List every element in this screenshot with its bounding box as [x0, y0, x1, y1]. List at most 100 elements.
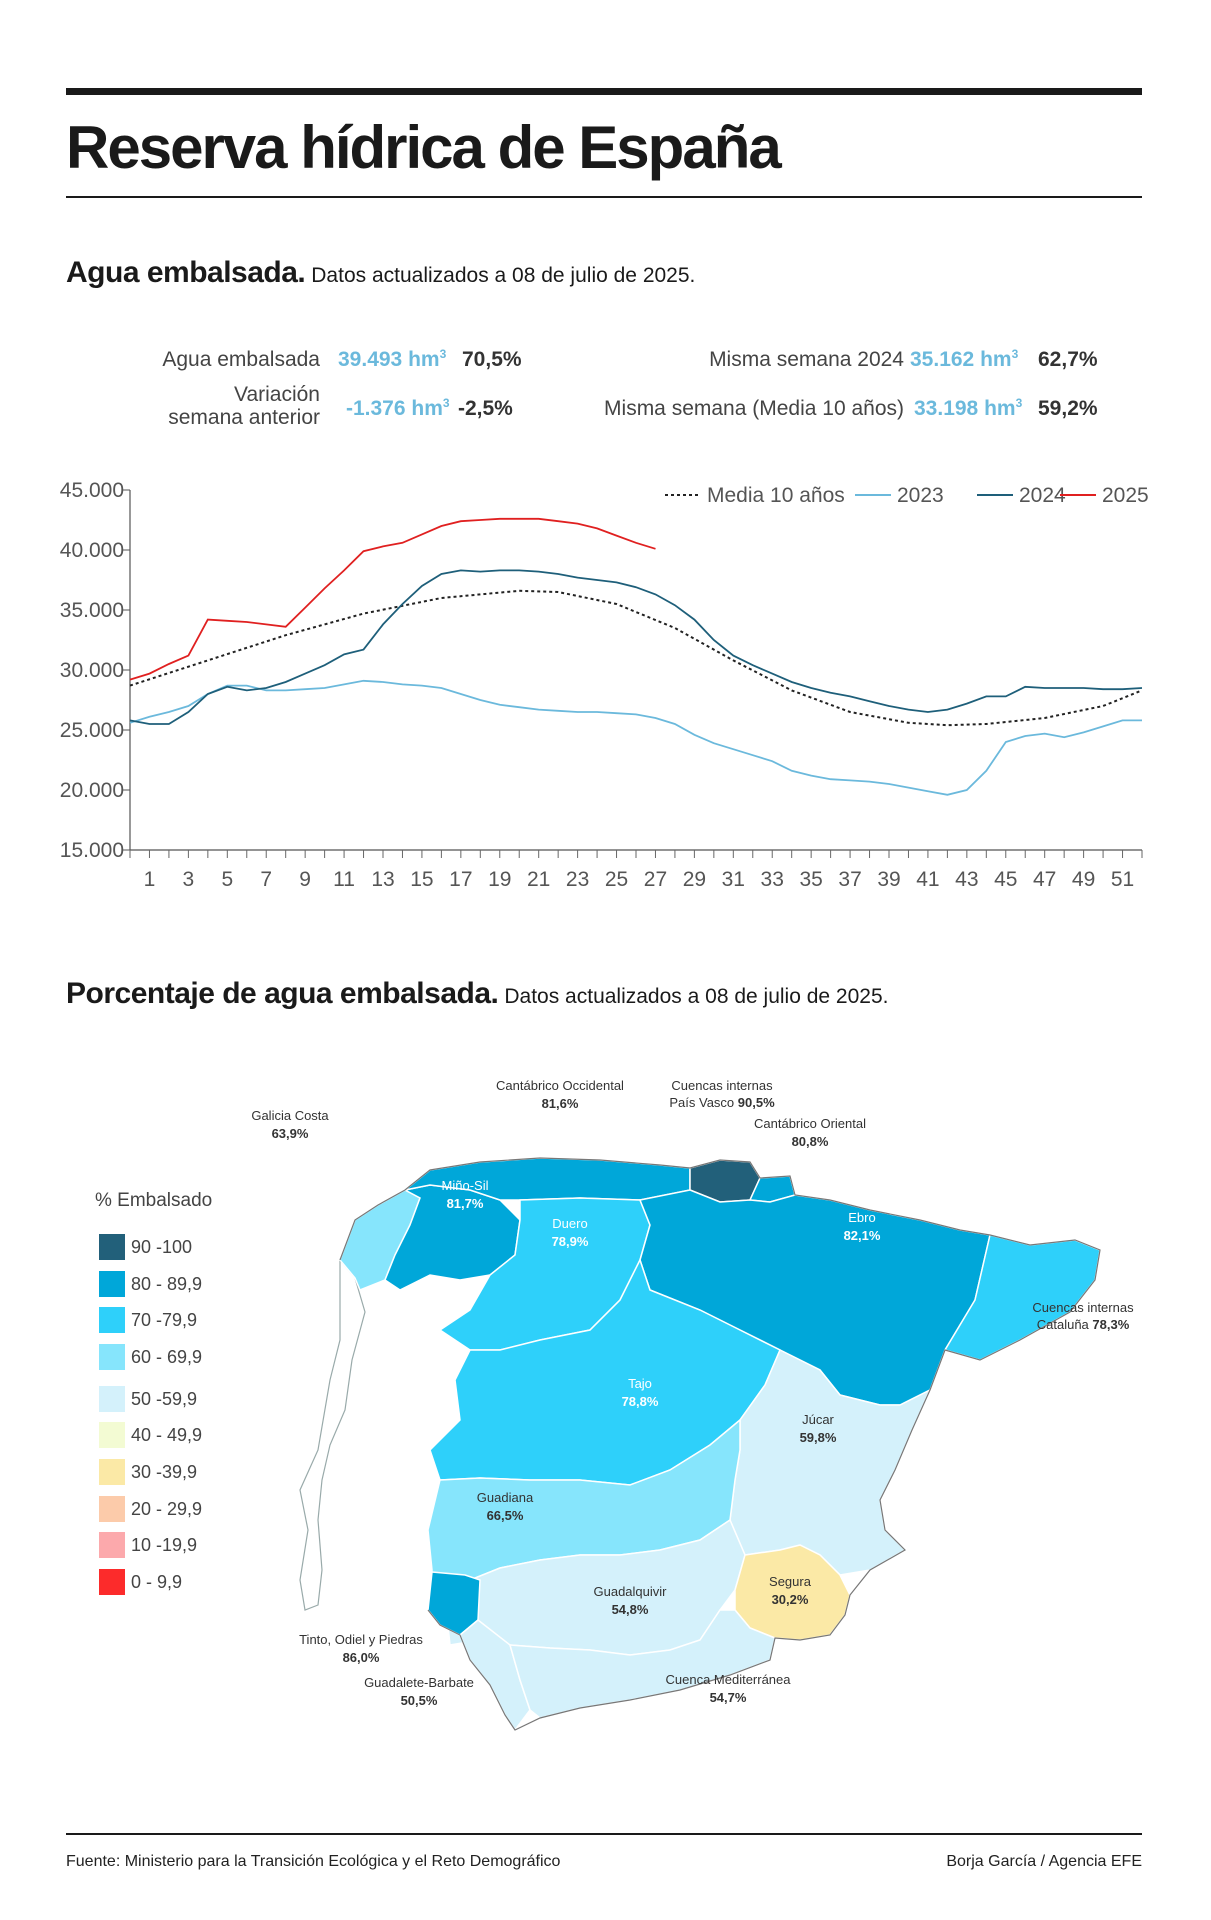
- x-tick-label: 41: [916, 868, 939, 891]
- map-label-guadiana-value: 66,5%: [487, 1508, 524, 1523]
- map-label-duero-name: Duero: [552, 1216, 587, 1231]
- x-tick-label: 27: [644, 868, 667, 891]
- footer-rule: [66, 1833, 1142, 1835]
- map-label-segura-value: 30,2%: [772, 1592, 809, 1607]
- map-label-cuencas-internas-value: 90,5%: [738, 1095, 775, 1110]
- legend-label: 50 -59,9: [131, 1388, 198, 1409]
- x-tick-label: 13: [371, 868, 394, 891]
- legend-swatch: [99, 1307, 125, 1333]
- legend-label: 80 - 89,9: [131, 1273, 203, 1294]
- y-tick-label: 25.000: [60, 719, 124, 742]
- x-tick-label: 23: [566, 868, 589, 891]
- map-label-cuencas-internas-value: 78,3%: [1092, 1317, 1129, 1332]
- map-label-guadalquivir-value: 54,8%: [612, 1602, 649, 1617]
- agua-embalsada-label: Agua embalsada: [162, 348, 320, 371]
- misma-semana-media-value: 33.198 hm3: [914, 396, 1023, 420]
- section-heading-percentage: Porcentaje de agua embalsada. Datos actua…: [66, 977, 888, 1011]
- legend-swatch: [99, 1234, 125, 1260]
- legend-label: 70 -79,9: [131, 1309, 198, 1330]
- x-tick-label: 37: [838, 868, 861, 891]
- map-label-tinto-odiel-y-piedras-value: 86,0%: [343, 1650, 380, 1665]
- footer-credit: Borja García / Agencia EFE: [946, 1853, 1142, 1870]
- x-tick-label: 51: [1111, 868, 1134, 891]
- map-label-cuenca-mediterranea-value: 54,7%: [710, 1690, 747, 1705]
- agua-embalsada-value: 39.493 hm3: [338, 347, 447, 371]
- legend-label: 10 -19,9: [131, 1534, 198, 1555]
- y-tick-label: 45.000: [60, 479, 124, 502]
- y-tick-label: 15.000: [60, 839, 124, 862]
- legend-label: 30 -39,9: [131, 1461, 198, 1482]
- series-line-2024: [129, 569, 1143, 725]
- y-tick-label: 20.000: [60, 779, 124, 802]
- x-tick-label: 7: [260, 868, 272, 891]
- x-tick-label: 5: [221, 868, 233, 891]
- spain-coastline: [339, 1157, 1101, 1731]
- x-tick-label: 33: [761, 868, 784, 891]
- x-tick-label: 31: [722, 868, 745, 891]
- map-label-tajo-value: 78,8%: [622, 1394, 659, 1409]
- legend-swatch: [99, 1496, 125, 1522]
- y-tick-label: 35.000: [60, 599, 124, 622]
- map-label-duero-value: 78,9%: [552, 1234, 589, 1249]
- section2-heading-bold: Porcentaje de agua embalsada.: [66, 977, 499, 1010]
- legend-swatch: [99, 1344, 125, 1370]
- misma-semana-2024-value: 35.162 hm3: [910, 347, 1019, 371]
- legend-swatch: [99, 1386, 125, 1412]
- x-tick-label: 3: [183, 868, 195, 891]
- map-label-cuencas-internas-name: Cuencas internas: [1032, 1300, 1134, 1315]
- legend-swatch: [99, 1422, 125, 1448]
- x-tick-label: 49: [1072, 868, 1095, 891]
- x-tick-label: 9: [299, 868, 311, 891]
- legend-label: 0 - 9,9: [131, 1571, 183, 1592]
- legend-swatch: [99, 1532, 125, 1558]
- x-tick-label: 47: [1033, 868, 1056, 891]
- misma-semana-media-pct: 59,2%: [1038, 397, 1098, 420]
- legend-item: 90 -100: [99, 1233, 192, 1261]
- section2-heading-date: Datos actualizados a 08 de julio de 2025…: [504, 985, 889, 1008]
- misma-semana-2024-pct: 62,7%: [1038, 348, 1098, 371]
- map-label-galicia-costa-value: 63,9%: [272, 1126, 309, 1141]
- map-label-mino-sil-value: 81,7%: [447, 1196, 484, 1211]
- x-tick-label: 35: [799, 868, 822, 891]
- legend-item: 30 -39,9: [99, 1458, 197, 1486]
- legend-label: 60 - 69,9: [131, 1346, 203, 1367]
- x-tick-label: 11: [333, 868, 355, 891]
- legend-label: 2024: [1019, 484, 1066, 507]
- map-label-cuencas-internas-name-2: País Vasco 90,5%: [669, 1095, 775, 1110]
- x-tick-label: 17: [449, 868, 472, 891]
- map-label-cantabrico-oriental-value: 80,8%: [792, 1134, 829, 1149]
- legend-item: 60 - 69,9: [99, 1343, 202, 1371]
- top-bar: [66, 88, 1142, 95]
- map-label-cantabrico-occidental-value: 81,6%: [542, 1096, 579, 1111]
- map-label-jucar-name: Júcar: [802, 1412, 834, 1427]
- legend-label: 2023: [897, 484, 944, 507]
- legend-label: 40 - 49,9: [131, 1424, 203, 1445]
- x-tick-label: 15: [410, 868, 433, 891]
- variacion-value: -1.376 hm3: [346, 396, 450, 420]
- x-tick-label: 29: [683, 868, 706, 891]
- legend-label: Media 10 años: [707, 484, 845, 507]
- series-line-media-10-a-os: [129, 589, 1143, 727]
- legend-item: 0 - 9,9: [99, 1568, 182, 1596]
- map-label-guadalete-barbate-value: 50,5%: [401, 1693, 438, 1708]
- reservoir-line-chart: 45.000 40.000 35.000 30.000 25.000 20.000 15.0…: [60, 479, 1149, 891]
- legend-swatch: [99, 1459, 125, 1485]
- x-tick-label: 39: [877, 868, 900, 891]
- portugal-outline: [299, 1258, 366, 1611]
- legend-swatch: [99, 1271, 125, 1297]
- page-title: Reserva hídrica de España: [66, 114, 782, 181]
- map-legend-title: % Embalsado: [95, 1190, 213, 1211]
- map-label-tajo-name: Tajo: [628, 1376, 652, 1391]
- legend-item: 40 - 49,9: [99, 1421, 202, 1449]
- map-label-ebro-value: 82,1%: [844, 1228, 881, 1243]
- variacion-label: Variación semana anterior: [168, 383, 320, 429]
- legend-label: 20 - 29,9: [131, 1498, 203, 1519]
- y-tick-label: 40.000: [60, 539, 124, 562]
- series-line-2023: [129, 679, 1142, 796]
- misma-semana-media-label: Misma semana (Media 10 años): [604, 397, 904, 420]
- y-tick-label: 30.000: [60, 659, 124, 682]
- legend-item: 80 - 89,9: [99, 1270, 202, 1298]
- legend-item: 20 - 29,9: [99, 1495, 202, 1523]
- map-label-cantabrico-occidental-name: Cantábrico Occidental: [496, 1078, 624, 1093]
- section-heading-reservoir: Agua embalsada. Datos actualizados a 08 d…: [66, 256, 695, 290]
